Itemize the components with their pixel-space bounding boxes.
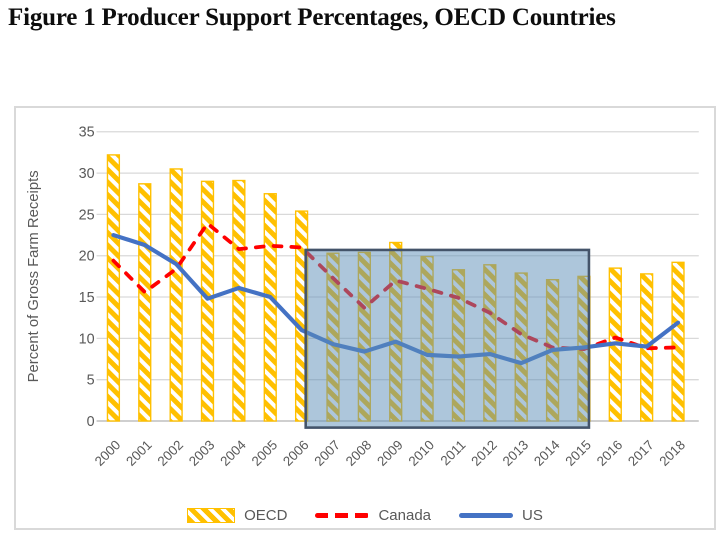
x-tick-label-2009: 2009 <box>374 437 406 469</box>
y-tick-label-20: 20 <box>79 249 95 265</box>
y-tick-label-25: 25 <box>79 207 95 223</box>
x-tick-label-2016: 2016 <box>594 437 626 469</box>
legend-label-us: US <box>522 507 543 524</box>
x-tick-label-2000: 2000 <box>92 437 124 469</box>
highlight-box-2007-2015 <box>304 248 591 429</box>
y-axis-tick-labels: 0 5 10 15 20 25 30 35 <box>79 125 95 430</box>
x-tick-label-2015: 2015 <box>562 437 594 469</box>
bar-2002 <box>169 168 183 422</box>
bar-2005 <box>263 193 277 422</box>
y-axis-title: Percent of Gross Farm Receipts <box>26 170 42 382</box>
x-tick-label-2014: 2014 <box>531 437 563 469</box>
x-tick-label-2012: 2012 <box>468 437 500 469</box>
bar-2004 <box>232 179 246 422</box>
legend-label-canada: Canada <box>378 507 432 524</box>
oecd-hatched-swatch <box>187 508 236 523</box>
x-tick-label-2008: 2008 <box>343 437 375 469</box>
highlight-region <box>304 248 591 429</box>
chart-legend: OECD Canada US <box>16 507 714 524</box>
y-tick-label-15: 15 <box>79 290 95 306</box>
bar-2001 <box>138 183 152 422</box>
bar-2018 <box>671 261 685 422</box>
x-tick-label-2010: 2010 <box>405 437 437 469</box>
x-tick-label-2002: 2002 <box>155 437 187 469</box>
legend-item-us: US <box>459 507 543 524</box>
legend-item-oecd: OECD <box>187 507 287 524</box>
bar-2003 <box>200 180 215 422</box>
y-tick-label-10: 10 <box>79 331 95 347</box>
x-tick-label-2004: 2004 <box>217 437 249 469</box>
x-tick-label-2011: 2011 <box>438 437 469 468</box>
x-tick-label-2017: 2017 <box>625 437 657 469</box>
y-tick-label-30: 30 <box>79 166 95 182</box>
x-tick-label-2007: 2007 <box>311 437 343 469</box>
figure-title: Figure 1 Producer Support Percentages, O… <box>8 4 616 31</box>
y-tick-label-0: 0 <box>87 414 95 430</box>
x-tick-label-2006: 2006 <box>280 437 312 469</box>
legend-label-oecd: OECD <box>244 507 288 524</box>
bar-2000 <box>106 154 121 422</box>
y-tick-label-35: 35 <box>79 125 95 141</box>
us-solid-swatch <box>459 513 514 518</box>
x-axis-tick-labels: 2000 2001 2002 2003 2004 2005 2006 2007 2008 2009… <box>92 437 688 469</box>
x-tick-label-2001: 2001 <box>123 437 155 469</box>
y-tick-label-5: 5 <box>87 373 95 389</box>
x-tick-label-2005: 2005 <box>249 437 281 469</box>
legend-item-canada: Canada <box>315 507 431 524</box>
canada-dashed-swatch <box>315 513 370 518</box>
chart-figure: 0 5 10 15 20 25 30 35 2000 2001 2002 2003 2004 2005 2… <box>14 106 716 530</box>
x-tick-label-2013: 2013 <box>500 437 532 469</box>
x-tick-label-2003: 2003 <box>186 437 218 469</box>
x-tick-label-2018: 2018 <box>656 437 688 469</box>
